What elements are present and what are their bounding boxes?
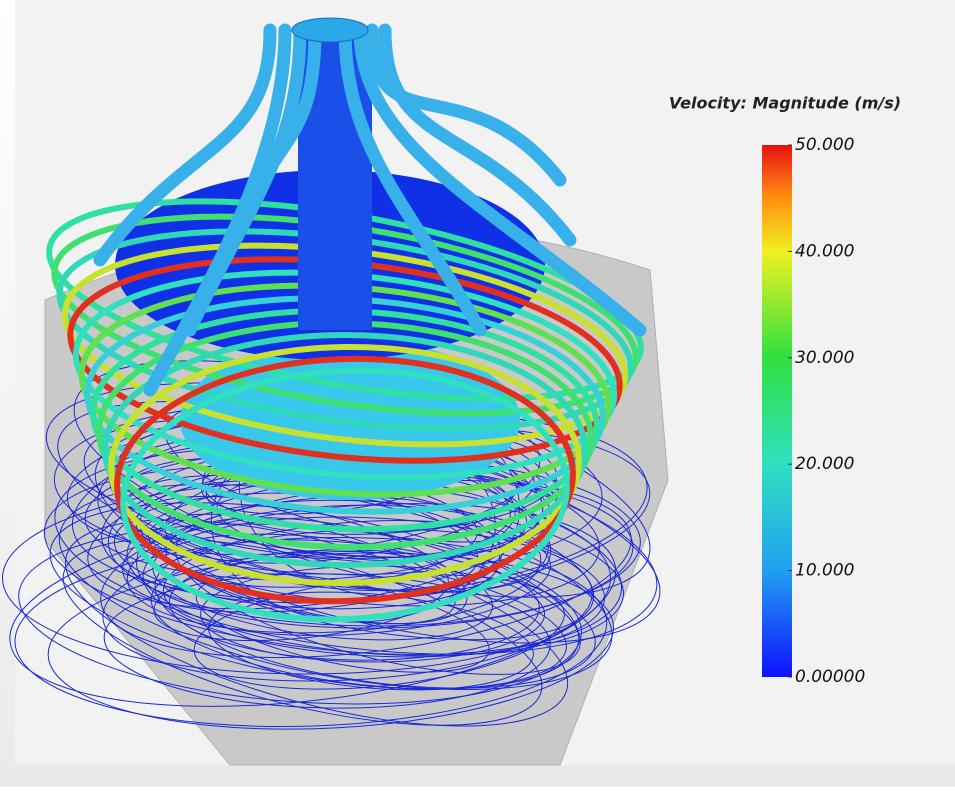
- page: Velocity: Magnitude (m/s) 50.000 40.000 30…: [0, 0, 955, 787]
- tick-label: 20.000: [795, 454, 854, 474]
- tick-label: 30.000: [795, 348, 854, 368]
- scene: Velocity: Magnitude (m/s) 50.000 40.000 30…: [0, 0, 955, 787]
- tick-label: 50.000: [795, 135, 854, 155]
- colorbar: [762, 145, 792, 677]
- tick-label: 10.000: [795, 561, 854, 581]
- outlet-cap: [292, 18, 368, 42]
- tick-label: 40.000: [795, 241, 854, 261]
- tick-label: 0.00000: [795, 667, 865, 687]
- legend-title: Velocity: Magnitude (m/s): [669, 94, 901, 113]
